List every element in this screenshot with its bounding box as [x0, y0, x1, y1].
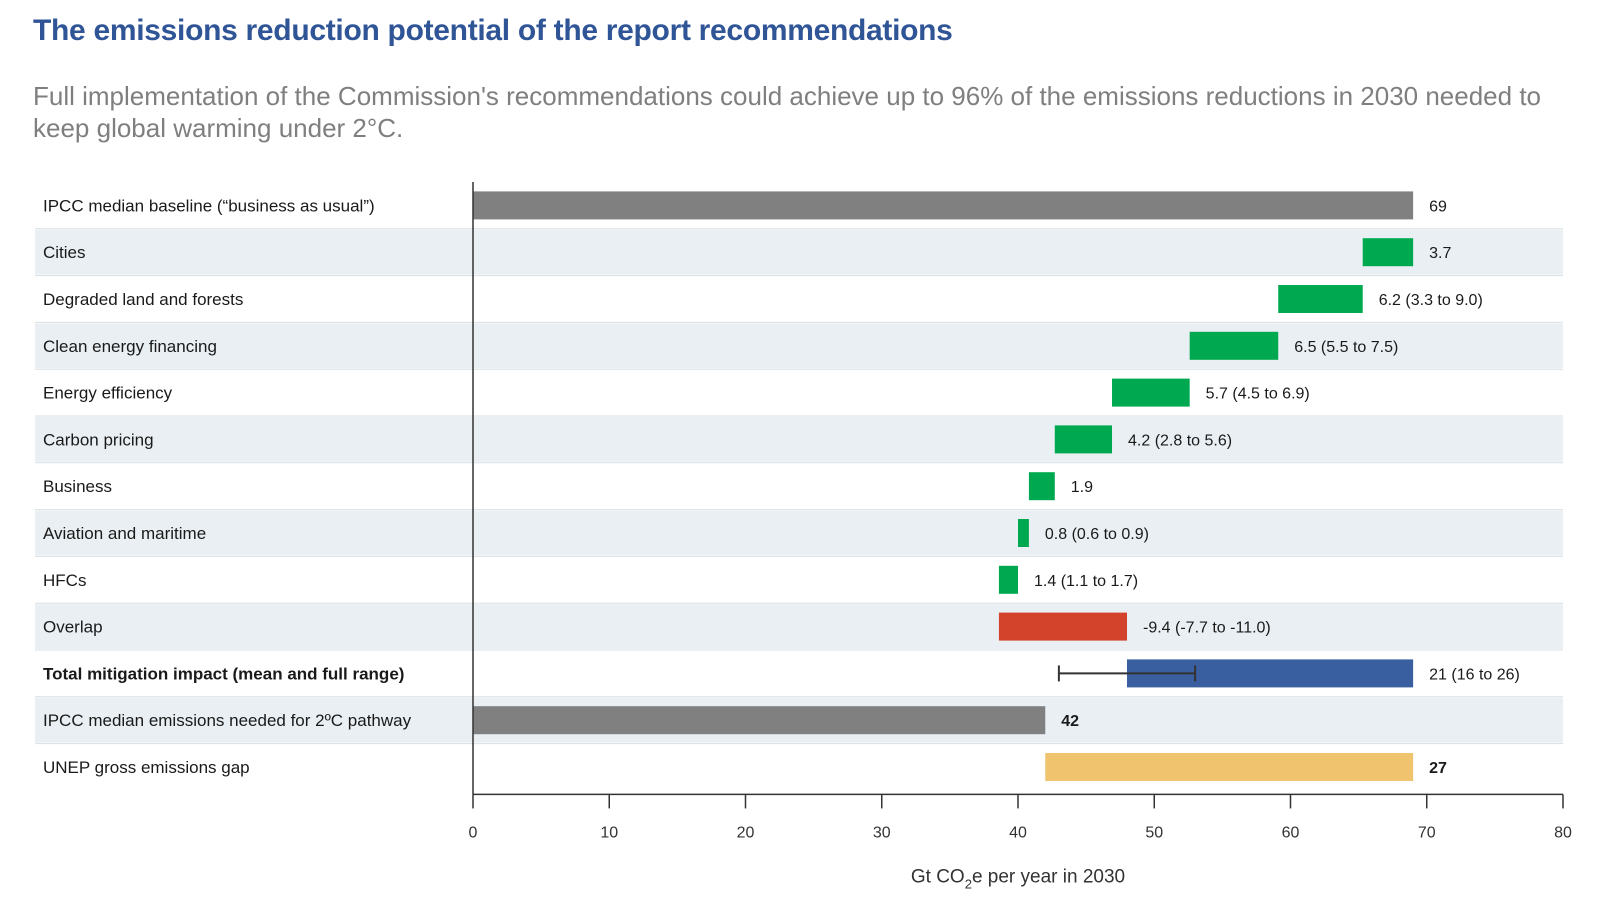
bar: [1278, 285, 1363, 313]
value-label: -9.4 (-7.7 to -11.0): [1143, 620, 1271, 637]
x-ticks: 0 10 20 30 40 50 60 70 80: [469, 794, 1572, 841]
value-label: 0.8 (0.6 to 0.9): [1045, 526, 1149, 543]
x-axis-title-part: e per year in 2030: [972, 866, 1125, 887]
row-band: [35, 417, 1563, 462]
x-axis: 0 10 20 30 40 50 60 70 80 Gt CO2e per year in 20…: [469, 182, 1572, 891]
value-label: 1.4 (1.1 to 1.7): [1034, 573, 1138, 590]
row-label: Cities: [43, 243, 86, 262]
row-label: Overlap: [43, 618, 103, 637]
row-band: [35, 323, 1563, 369]
row-label: IPCC median emissions needed for 2ºC pat…: [43, 711, 412, 730]
x-tick-label: 60: [1282, 824, 1300, 841]
x-tick-label: 30: [873, 824, 891, 841]
bar: [473, 191, 1414, 220]
bar: [473, 706, 1046, 735]
bar: [1028, 472, 1055, 501]
bar: [1054, 425, 1113, 454]
bar: [1189, 331, 1279, 360]
value-labels: 69 3.7 6.2 (3.3 to 9.0) 6.5 (5.5 to 7.5) 5.7…: [1034, 198, 1520, 777]
row-label: Total mitigation impact (mean and full r…: [43, 664, 404, 683]
bar: [1112, 378, 1190, 407]
value-label: 4.2 (2.8 to 5.6): [1128, 432, 1232, 449]
row-label: Degraded land and forests: [43, 290, 243, 309]
value-label: 3.7: [1429, 245, 1451, 262]
row-label: Carbon pricing: [43, 430, 154, 449]
value-label: 21 (16 to 26): [1429, 666, 1520, 683]
value-label: 69: [1429, 198, 1447, 215]
x-tick-label: 50: [1145, 824, 1163, 841]
x-axis-title: Gt CO2e per year in 2030: [911, 866, 1125, 891]
row-band: [35, 510, 1563, 556]
x-axis-title-part: Gt CO: [911, 866, 965, 887]
value-label: 42: [1061, 713, 1079, 730]
row-label: Business: [43, 477, 112, 496]
row-label: UNEP gross emissions gap: [43, 758, 250, 777]
row-label: Clean energy financing: [43, 337, 217, 356]
row-label: Energy efficiency: [43, 384, 173, 403]
row-label: HFCs: [43, 571, 86, 590]
bar: [1018, 519, 1029, 547]
row-band: [35, 229, 1563, 275]
chart-subtitle: Full implementation of the Commission's …: [33, 81, 1542, 143]
row-bands: [35, 228, 1563, 745]
x-axis-title-subscript: 2: [965, 876, 972, 891]
bar: [998, 612, 1127, 641]
chart-title: The emissions reduction potential of the…: [33, 14, 953, 47]
value-label: 5.7 (4.5 to 6.9): [1206, 386, 1310, 403]
x-tick-label: 70: [1418, 824, 1436, 841]
x-tick-label: 80: [1554, 824, 1572, 841]
bar: [1045, 753, 1414, 781]
value-label: 6.2 (3.3 to 9.0): [1379, 292, 1483, 309]
x-tick-label: 0: [469, 824, 478, 841]
bar: [1362, 238, 1414, 267]
row-label: IPCC median baseline (“business as usual…: [43, 196, 375, 215]
x-tick-label: 40: [1009, 824, 1027, 841]
value-label: 27: [1429, 760, 1447, 777]
value-label: 6.5 (5.5 to 7.5): [1294, 339, 1398, 356]
x-tick-label: 20: [737, 824, 755, 841]
x-tick-label: 10: [600, 824, 618, 841]
row-labels: IPCC median baseline (“business as usual…: [43, 196, 412, 777]
bars: [473, 191, 1414, 781]
row-band: [35, 604, 1563, 649]
row-label: Aviation and maritime: [43, 524, 206, 543]
value-label: 1.9: [1071, 479, 1093, 496]
bar: [998, 565, 1018, 594]
